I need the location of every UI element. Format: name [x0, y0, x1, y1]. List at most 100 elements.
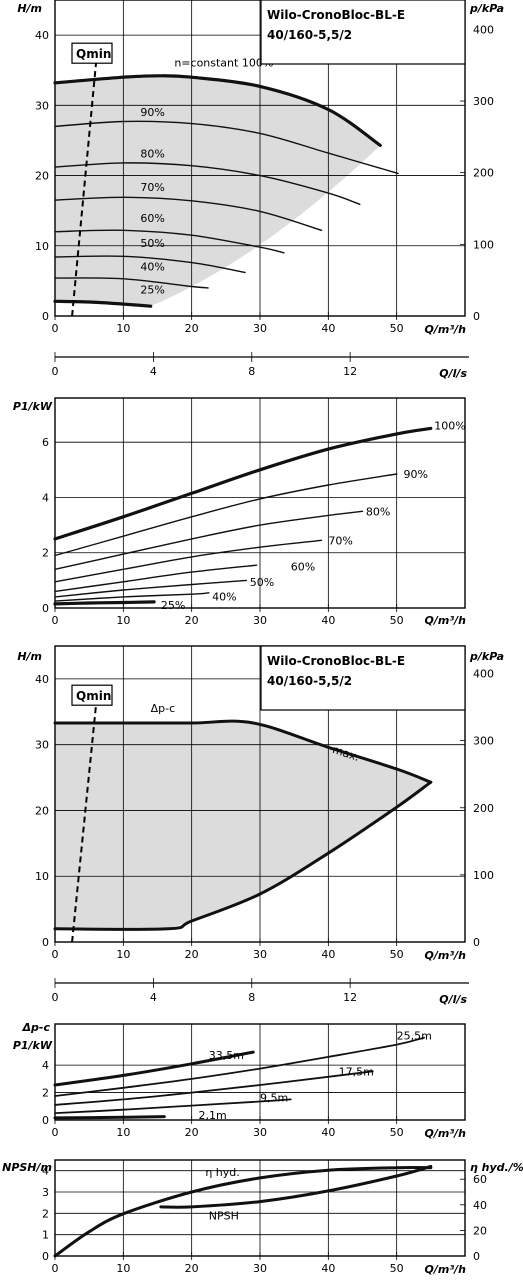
x-tick-label: 50: [390, 322, 404, 335]
curve-70: [54, 196, 323, 231]
curve-50: [54, 255, 246, 274]
y-right-tick-label: 200: [473, 167, 494, 180]
series-label: 80%: [366, 505, 390, 518]
dp-c-power-curve: [53, 1115, 166, 1120]
y-tick-label: 2: [42, 547, 49, 560]
x-tick-label: 30: [253, 614, 267, 627]
y-right-tick-label: 0: [473, 310, 480, 323]
y-tick-label: 40: [35, 29, 49, 42]
y-tick-label: 2: [42, 1207, 49, 1220]
series-label: 17,5m: [339, 1065, 374, 1078]
series-label: 2,1m: [199, 1109, 227, 1122]
y-axis-label: P1/kW: [13, 400, 53, 413]
series-label: 40%: [212, 590, 236, 603]
y-axis-label: H/m: [17, 650, 42, 663]
x-axis-label: Q/l/s: [439, 993, 467, 1006]
power-curve-40: [54, 592, 210, 602]
y-tick-label: 10: [35, 240, 49, 253]
y-tick-label: 0: [42, 936, 49, 949]
x-tick-label: 0: [52, 365, 59, 378]
y-right-tick-label: 400: [473, 668, 494, 681]
x-tick-label: 0: [52, 322, 59, 335]
qmin-label: Qmin: [76, 689, 111, 703]
x-axis-label: Q/m³/h: [425, 1127, 467, 1140]
operating-area: [55, 75, 381, 307]
curve-60: [54, 229, 285, 254]
y-tick-label: 0: [42, 1114, 49, 1127]
y-right-tick-label: 40: [473, 1199, 487, 1212]
y-axis-label: NPSH/m: [2, 1161, 52, 1174]
x-tick-label: 40: [321, 1262, 335, 1275]
curve-25: [53, 299, 153, 308]
x-tick-label: 40: [321, 614, 335, 627]
x-axis-label: Q/m³/h: [425, 1263, 467, 1276]
y-axis-label-top: Δp-c: [22, 1021, 51, 1034]
x-tick-label: 50: [390, 1126, 404, 1139]
y-right-tick-label: 300: [473, 95, 494, 108]
x-tick-label: 4: [150, 991, 157, 1004]
x-tick-label: 10: [116, 322, 130, 335]
dp-c-power-curve: [53, 1050, 255, 1087]
x-tick-label: 50: [390, 614, 404, 627]
x-tick-label: 40: [321, 948, 335, 961]
power-curve-100: [53, 426, 433, 541]
power-curve-50: [54, 579, 247, 598]
y-tick-label: 20: [35, 170, 49, 183]
dp-c-power-curve: [54, 1070, 374, 1106]
x-tick-label: 10: [116, 614, 130, 627]
series-label: 70%: [328, 534, 352, 547]
series-label: 60%: [140, 212, 164, 225]
y-tick-label: 1: [42, 1229, 49, 1242]
y-right-tick-label: 100: [473, 238, 494, 251]
min-curve: [53, 780, 433, 931]
power-curve-80: [54, 510, 364, 570]
power-curve-90: [54, 473, 398, 557]
y-tick-label: 2: [42, 1087, 49, 1100]
x-axis-label: Q/m³/h: [425, 949, 467, 962]
y-right-tick-label: 60: [473, 1173, 487, 1186]
y-tick-label: 4: [42, 1165, 49, 1178]
x-tick-label: 20: [185, 322, 199, 335]
y-right-axis-label: p/kPa: [469, 2, 504, 15]
y-right-tick-label: 300: [473, 735, 494, 748]
title-box: [260, 645, 466, 711]
y-axis-label: H/m: [17, 2, 42, 15]
series-label: 60%: [291, 561, 315, 574]
y-tick-label: 30: [35, 99, 49, 112]
qmin-box: [71, 42, 113, 64]
y-tick-label: 0: [42, 1250, 49, 1263]
power-curve-70: [54, 539, 323, 583]
x-tick-label: 30: [253, 1262, 267, 1275]
y-right-tick-label: 20: [473, 1224, 487, 1237]
series-label: 25%: [161, 599, 185, 612]
x-tick-label: 20: [185, 1126, 199, 1139]
y-axis-label: P1/kW: [13, 1039, 53, 1052]
x-tick-label: 10: [116, 1126, 130, 1139]
chart-title: Wilo-CronoBloc-BL-E: [267, 654, 405, 668]
efficiency-label: η hyd.: [205, 1166, 239, 1179]
y-right-tick-label: 0: [473, 1250, 480, 1263]
x-tick-label: 20: [185, 1262, 199, 1275]
series-label: 90%: [140, 106, 164, 119]
curve-80: [54, 162, 361, 205]
x-tick-label: 0: [52, 1126, 59, 1139]
y-right-axis-label: p/kPa: [469, 650, 504, 663]
x-tick-label: 10: [116, 1262, 130, 1275]
qmin-label: Qmin: [76, 47, 111, 61]
series-label: 70%: [140, 181, 164, 194]
x-tick-label: 30: [253, 1126, 267, 1139]
x-tick-label: 20: [185, 614, 199, 627]
series-label: 90%: [404, 468, 428, 481]
x-axis-label: Q/m³/h: [425, 614, 467, 627]
qmin-box: [71, 684, 113, 706]
npsh-label: NPSH: [209, 1210, 239, 1223]
x-tick-label: 40: [321, 1126, 335, 1139]
x-tick-label: 12: [343, 365, 357, 378]
y-right-tick-label: 200: [473, 802, 494, 815]
y-tick-label: 10: [35, 870, 49, 883]
y-tick-label: 4: [42, 491, 49, 504]
y-tick-label: 30: [35, 739, 49, 752]
series-label: 50%: [140, 237, 164, 250]
title-box: [260, 0, 466, 65]
